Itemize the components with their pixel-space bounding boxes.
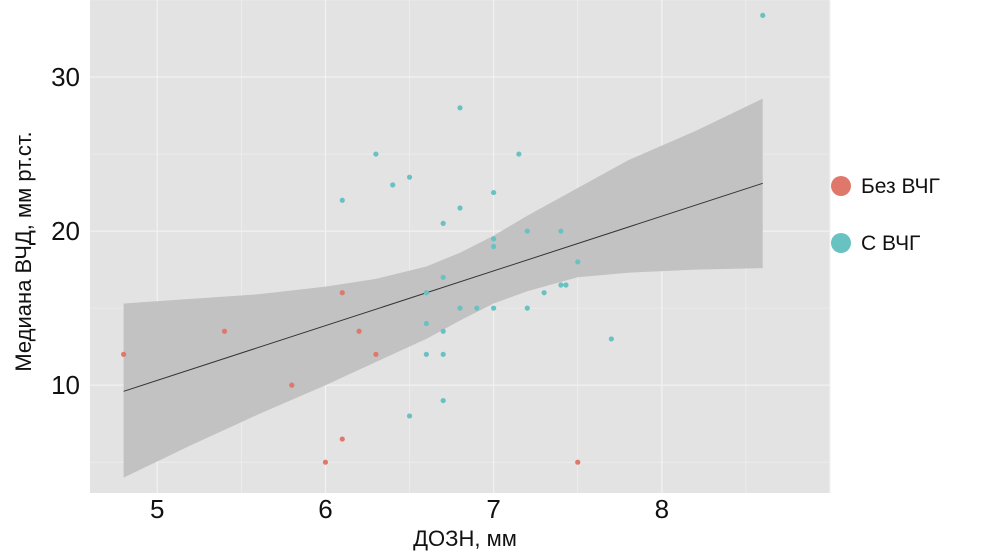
legend-label-series-1: Без ВЧГ <box>861 175 940 198</box>
data-point-series-2 <box>440 351 446 357</box>
data-point-series-2 <box>575 259 581 265</box>
data-point-series-2 <box>423 320 429 327</box>
data-point-series-2 <box>760 12 766 19</box>
y-tick-label: 10 <box>51 370 80 400</box>
data-point-series-2 <box>491 305 497 311</box>
data-point-series-2 <box>440 274 446 280</box>
legend-key-series-2 <box>831 233 851 253</box>
data-point-series-1 <box>339 290 345 296</box>
gridlines <box>90 0 831 493</box>
data-point-series-2 <box>541 290 547 296</box>
data-point-series-2 <box>558 228 564 234</box>
data-point-series-2 <box>491 243 497 250</box>
x-axis-title: ДОЗН, мм <box>413 526 517 551</box>
confidence-band <box>123 98 763 478</box>
data-point-series-2 <box>339 197 345 203</box>
data-point-series-1 <box>356 328 362 334</box>
y-tick-label: 20 <box>51 216 80 246</box>
legend: Без ВЧГ С ВЧГ <box>831 175 940 255</box>
data-point-series-2 <box>491 236 497 242</box>
data-point-series-2 <box>457 205 463 211</box>
data-point-series-2 <box>373 151 379 157</box>
data-point-series-2 <box>440 397 446 404</box>
data-point-series-2 <box>440 328 446 334</box>
data-point-series-2 <box>516 151 522 157</box>
data-point-series-2 <box>440 220 446 226</box>
legend-label-series-2: С ВЧГ <box>861 232 920 255</box>
data-point-series-1 <box>121 351 127 357</box>
data-point-series-2 <box>457 305 463 311</box>
x-tick-label: 5 <box>150 494 164 524</box>
data-point-series-1 <box>373 351 379 357</box>
data-point-series-2 <box>390 182 396 188</box>
data-point-series-2 <box>491 189 497 196</box>
data-point-series-2 <box>524 305 530 311</box>
data-point-series-1 <box>575 459 581 465</box>
legend-key-series-1 <box>831 176 851 196</box>
y-tick-label: 30 <box>51 62 80 92</box>
data-point-series-2 <box>524 228 530 234</box>
regression-line <box>123 182 763 392</box>
y-axis-title: Медиана ВЧД, мм рт.ст. <box>11 131 36 371</box>
data-point-series-2 <box>558 282 564 288</box>
data-point-series-2 <box>608 336 614 342</box>
data-point-series-1 <box>339 436 345 442</box>
data-point-series-2 <box>406 413 413 419</box>
data-point-series-2 <box>423 351 429 357</box>
data-point-series-2 <box>563 282 569 288</box>
data-point-series-1 <box>322 459 329 465</box>
x-tick-label: 8 <box>655 494 669 524</box>
data-points <box>121 12 766 465</box>
data-point-series-2 <box>406 174 413 180</box>
y-axis-ticks: 10 20 30 <box>51 62 80 400</box>
data-point-series-2 <box>423 290 429 296</box>
data-point-series-1 <box>221 328 228 334</box>
data-point-series-2 <box>474 305 480 311</box>
data-point-series-2 <box>457 105 463 111</box>
x-tick-label: 6 <box>318 494 332 524</box>
data-point-series-1 <box>289 382 295 388</box>
x-tick-label: 7 <box>486 494 500 524</box>
x-axis-ticks: 5 6 7 8 <box>150 494 669 524</box>
